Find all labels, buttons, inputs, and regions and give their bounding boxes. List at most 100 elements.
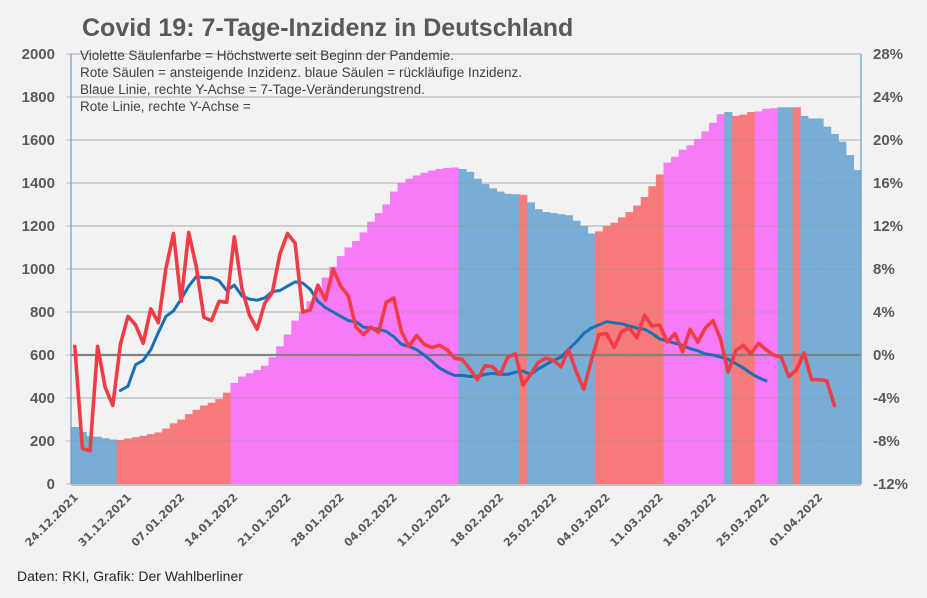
y2-tick-label: -12% (873, 476, 908, 493)
bar (785, 107, 794, 484)
bar (200, 405, 209, 484)
bar (747, 112, 756, 485)
y-tick-label: 1400 (22, 175, 55, 192)
bar (769, 108, 779, 485)
bar (511, 194, 520, 484)
bar (488, 188, 497, 485)
bar (344, 247, 353, 484)
y-tick-label: 2000 (22, 46, 55, 63)
chart-title: Covid 19: 7-Tage-Inzidenz in Deutschland (82, 14, 574, 42)
bar (739, 114, 748, 484)
bar (238, 376, 247, 484)
bar (526, 202, 535, 484)
y2-tick-label: 0% (873, 347, 895, 364)
bar (184, 414, 194, 485)
y-tick-label: 200 (30, 433, 55, 450)
y2-tick-label: 24% (873, 89, 903, 106)
y-axis-left-ticks: 0 200 400 600 800 1000 1200 1400 1600 1800 2000 (22, 46, 55, 493)
bar (549, 213, 558, 484)
x-tick-label: 28.01.2022 (288, 491, 346, 549)
bar (709, 122, 718, 485)
bar (663, 162, 672, 484)
bar (678, 149, 687, 484)
bar (154, 432, 163, 484)
x-tick-label: 11.02.2022 (395, 491, 453, 549)
y2-tick-label: 4% (873, 304, 895, 321)
bar (625, 212, 634, 484)
x-tick-label: 25.03.2022 (714, 491, 772, 549)
bar (754, 111, 763, 485)
x-tick-label: 14.01.2022 (182, 491, 240, 549)
bar (298, 312, 308, 484)
bar (78, 431, 87, 484)
bar (253, 370, 262, 484)
bar (853, 170, 862, 484)
red-change-line (73, 230, 837, 453)
bar (838, 141, 847, 484)
y2-tick-label: 8% (873, 261, 895, 278)
bar (496, 191, 505, 484)
bar (693, 138, 703, 484)
bar (215, 399, 224, 484)
bar (762, 108, 771, 484)
bar (481, 184, 490, 484)
bar (382, 204, 391, 484)
y2-tick-label: 12% (873, 218, 903, 235)
bar (640, 196, 649, 485)
bar (101, 438, 110, 484)
legend-line-violet: Violette Säulenfarbe = Höchstwerte seit … (80, 48, 454, 63)
bar (192, 409, 201, 484)
x-tick-label: 31.12.2021 (76, 491, 134, 549)
bar (671, 156, 680, 484)
bar (321, 277, 330, 484)
y-tick-label: 800 (30, 304, 55, 321)
bar (260, 365, 270, 484)
bar (177, 419, 186, 484)
bar (222, 392, 232, 485)
x-tick-label: 24.12.2021 (23, 491, 81, 549)
bar (541, 212, 551, 484)
bar (458, 169, 467, 484)
y-tick-label: 400 (30, 390, 55, 407)
axes (66, 53, 862, 486)
bar (731, 115, 741, 485)
bars (71, 53, 862, 485)
y-axis-right-ticks: -12% -8% -4% 0% 4% 8% 12% 16% 20% 24% 28% (873, 46, 908, 493)
bar (443, 167, 452, 484)
bar (86, 436, 95, 484)
bar (412, 175, 422, 484)
y2-tick-label: 28% (873, 46, 903, 63)
x-tick-label: 11.03.2022 (607, 491, 665, 549)
bar (519, 194, 528, 484)
y-tick-label: 0 (47, 476, 55, 493)
bar (595, 231, 604, 485)
bar (572, 220, 581, 485)
bar (823, 126, 832, 485)
legend-line-bars: Rote Säulen = ansteigende Inzidenz. blau… (80, 65, 523, 80)
bar (792, 107, 801, 484)
bar (534, 209, 543, 485)
bar (314, 289, 323, 484)
bar (93, 436, 102, 484)
bar (139, 435, 148, 484)
bar (633, 205, 642, 484)
bar (245, 373, 254, 484)
bar (800, 115, 809, 485)
bar (686, 145, 695, 485)
y-tick-label: 1000 (22, 261, 55, 278)
bar (830, 133, 839, 485)
x-tick-label: 25.02.2022 (501, 491, 559, 549)
y2-tick-label: -8% (873, 433, 900, 450)
x-tick-label: 04.02.2022 (342, 491, 400, 549)
bar (146, 434, 156, 484)
bar (108, 439, 118, 484)
bar (162, 428, 171, 484)
bar (291, 320, 300, 484)
bar (276, 346, 285, 484)
bar (701, 131, 710, 484)
bar (374, 213, 384, 484)
lines (71, 230, 861, 453)
bar (724, 112, 733, 485)
bar (169, 423, 178, 484)
